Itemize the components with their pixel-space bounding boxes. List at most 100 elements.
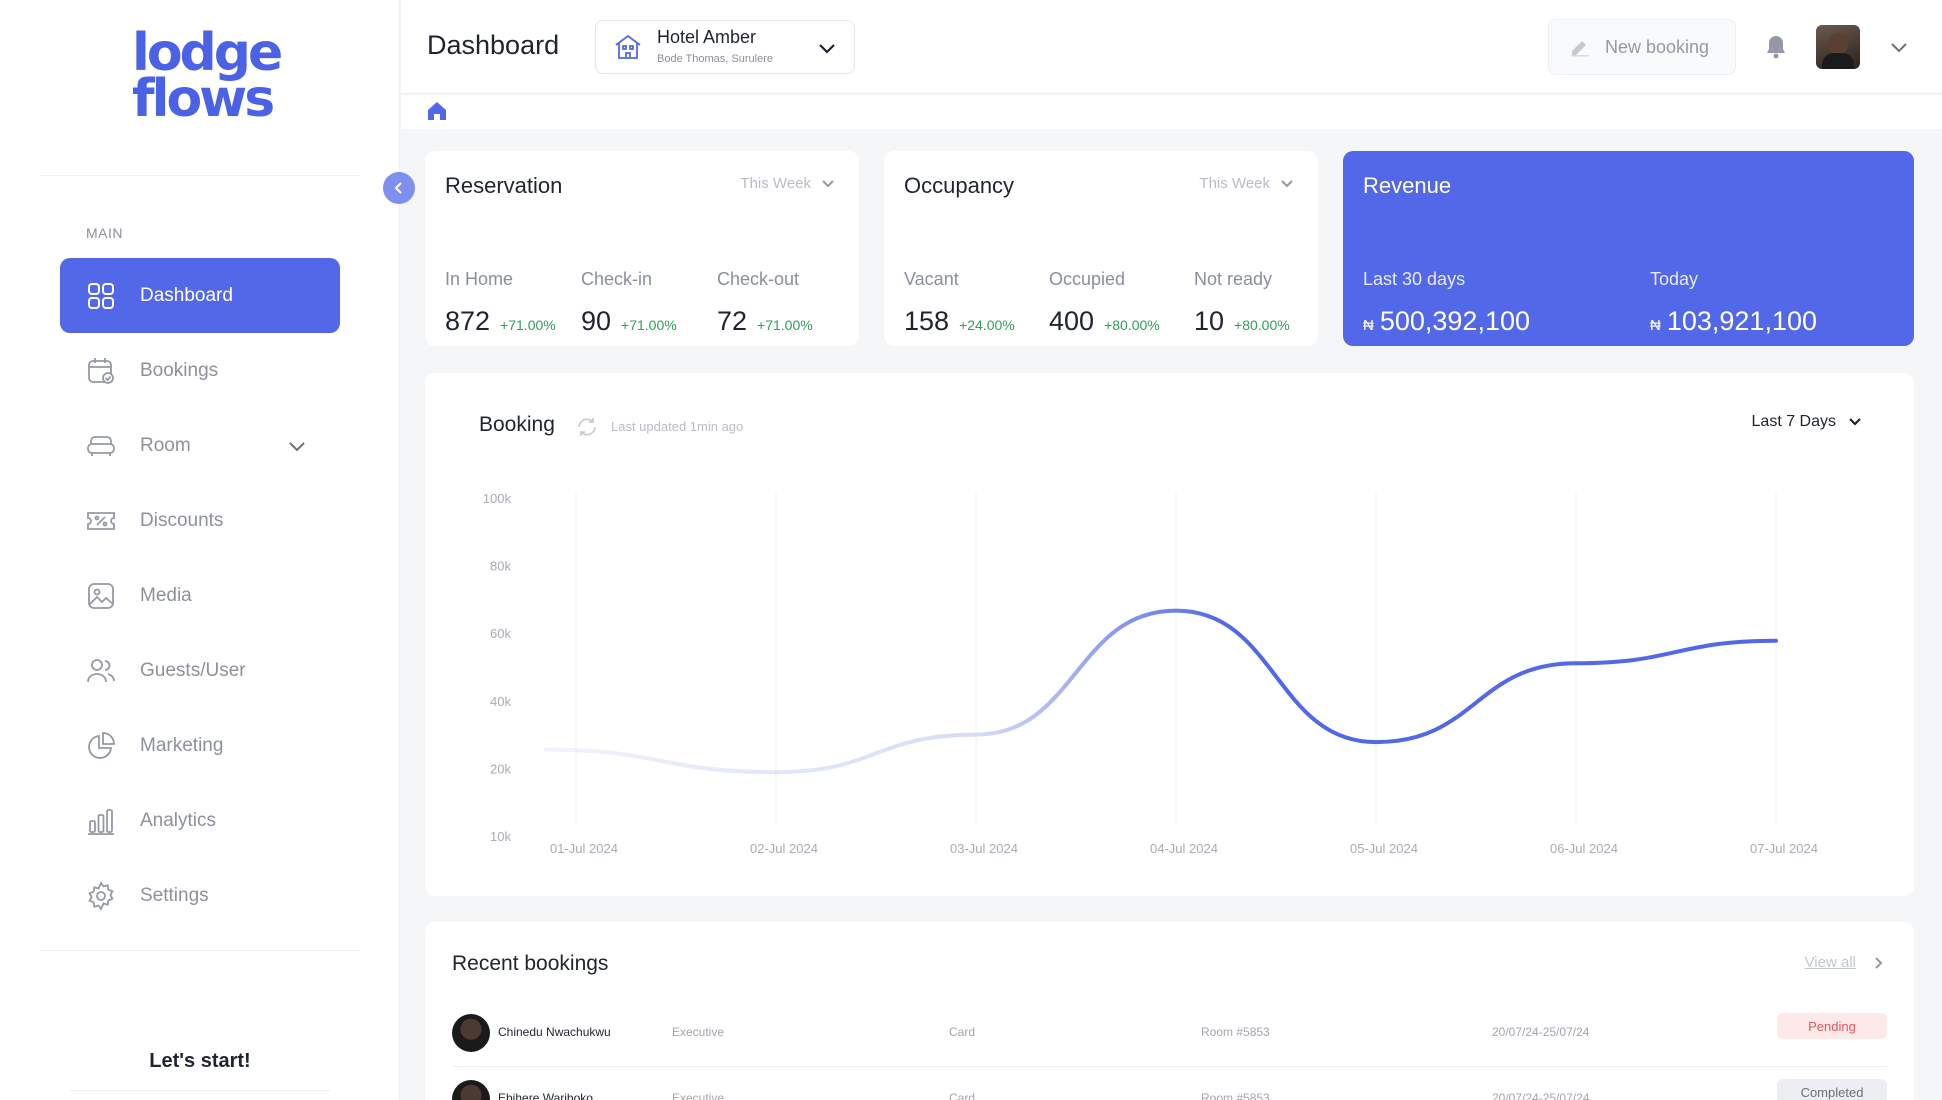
last-updated-text: Last updated 1min ago (611, 419, 744, 434)
sidebar-item-dashboard[interactable]: Dashboard (60, 258, 340, 333)
sidebar-item-bookings[interactable]: Bookings (60, 333, 340, 408)
sidebar-divider (40, 175, 360, 176)
revenue-card: Revenue Last 30 days ₦ 500,392,100 Today … (1343, 151, 1914, 346)
stat-last-30-days: Last 30 days ₦ 500,392,100 (1363, 269, 1530, 337)
sidebar-item-guests[interactable]: Guests/User (60, 633, 340, 708)
stay-dates: 20/07/24-25/07/24 (1492, 1025, 1590, 1039)
chevron-left-icon (392, 181, 406, 195)
breadcrumb (401, 95, 1942, 129)
sidebar-item-marketing[interactable]: Marketing (60, 708, 340, 783)
guest-name: Ebihere Wariboko (498, 1091, 593, 1100)
sidebar: lodge flows MAIN Dashboard Bookings Room… (0, 0, 400, 1100)
chevron-right-icon[interactable] (1874, 956, 1884, 975)
room-number: Room #5853 (1201, 1025, 1270, 1039)
stat-label: Check-in (581, 269, 653, 289)
occupancy-period-select[interactable]: This Week (1199, 175, 1294, 192)
pie-chart-icon (86, 731, 116, 761)
x-tick-label: 02-Jul 2024 (750, 841, 818, 856)
y-tick-label: 100k (483, 491, 512, 506)
x-tick-label: 04-Jul 2024 (1150, 841, 1218, 856)
stat-change: +80.00% (1234, 317, 1290, 333)
booking-line-chart: 01-Jul 2024 02-Jul 2024 03-Jul 2024 04-Jul … (483, 491, 1818, 856)
sidebar-item-label: Dashboard (140, 284, 233, 306)
status-badge: Pending (1777, 1013, 1887, 1039)
stay-dates: 20/07/24-25/07/24 (1492, 1091, 1590, 1100)
reservation-period-select[interactable]: This Week (740, 175, 835, 192)
y-tick-label: 60k (490, 626, 511, 641)
x-tick-label: 01-Jul 2024 (550, 841, 618, 856)
refresh-icon[interactable] (575, 415, 599, 444)
sidebar-item-analytics[interactable]: Analytics (60, 783, 340, 858)
sidebar-item-settings[interactable]: Settings (60, 858, 340, 933)
stat-value: 10 (1194, 306, 1225, 336)
stat-vacant: Vacant 158 +24.00% (904, 269, 1015, 337)
recent-bookings-title: Recent bookings (452, 952, 609, 975)
chevron-down-icon (821, 179, 835, 189)
bell-icon[interactable] (1764, 34, 1788, 65)
stat-label: Vacant (904, 269, 959, 289)
range-select[interactable]: Last 7 Days (1752, 413, 1862, 431)
sidebar-item-discounts[interactable]: Discounts (60, 483, 340, 558)
stat-change: +24.00% (959, 317, 1015, 333)
currency-symbol: ₦ (1650, 317, 1661, 334)
stat-change: +80.00% (1104, 317, 1160, 333)
view-all-link[interactable]: View all (1804, 954, 1856, 971)
sidebar-divider (40, 950, 360, 951)
stat-value: 400 (1049, 306, 1095, 336)
hotel-icon (614, 33, 642, 66)
sidebar-item-label: Discounts (140, 509, 224, 531)
users-icon (86, 656, 116, 686)
reservation-title: Reservation (445, 173, 563, 198)
stat-not-ready: Not ready 10 +80.00% (1194, 269, 1290, 337)
brand-logo-line2: flows (132, 69, 275, 129)
chevron-down-icon (1280, 179, 1294, 189)
stat-value: 90 (581, 306, 612, 336)
sofa-icon (86, 431, 116, 461)
bar-chart-icon (86, 806, 116, 836)
table-row[interactable]: Chinedu Nwachukwu Executive Card Room #5… (452, 1004, 1887, 1070)
occupancy-card: Occupancy This Week Vacant 158 +24.00% Oc… (884, 151, 1318, 346)
range-label: Last 7 Days (1751, 413, 1836, 430)
brand-logo[interactable]: lodge flows (132, 27, 283, 129)
stat-label: In Home (445, 269, 514, 289)
stat-change: +71.00% (500, 317, 556, 333)
guest-avatar (452, 1014, 490, 1052)
sidebar-item-label: Analytics (140, 809, 217, 831)
room-type: Executive (672, 1025, 725, 1039)
stat-value: 72 (717, 306, 748, 336)
chevron-down-icon (818, 41, 836, 59)
chevron-down-icon[interactable] (288, 436, 306, 458)
sidebar-item-label: Guests/User (140, 659, 246, 681)
reservation-card: Reservation This Week In Home 872 +71.00%… (425, 151, 859, 346)
ticket-percent-icon (86, 506, 116, 536)
stat-label: Occupied (1049, 269, 1126, 289)
calendar-check-icon (86, 356, 116, 386)
occupancy-title: Occupancy (904, 173, 1015, 198)
home-icon[interactable] (426, 100, 448, 127)
table-row[interactable]: Ebihere Wariboko Executive Card Room #58… (452, 1070, 1887, 1100)
stat-value: 158 (904, 306, 950, 336)
period-label: This Week (1199, 175, 1270, 192)
stat-label: Today (1650, 269, 1699, 289)
guest-name: Chinedu Nwachukwu (498, 1025, 611, 1039)
sidebar-item-label: Settings (140, 884, 209, 906)
sidebar-item-room[interactable]: Room (60, 408, 340, 483)
y-tick-label: 10k (490, 829, 511, 844)
stat-check-in: Check-in 90 +71.00% (581, 269, 677, 337)
stat-value: 103,921,100 (1666, 306, 1817, 336)
hotel-selector[interactable]: Hotel Amber Bode Thomas, Surulere (595, 20, 855, 74)
chevron-down-icon[interactable] (1890, 40, 1908, 58)
guest-avatar (452, 1080, 490, 1100)
payment-method: Card (949, 1025, 976, 1039)
sidebar-cta-divider (70, 1090, 330, 1100)
sidebar-item-label: Room (140, 434, 191, 456)
currency-symbol: ₦ (1363, 317, 1374, 334)
user-avatar[interactable] (1816, 25, 1860, 69)
chart-title: Booking (479, 413, 555, 436)
series-line (544, 608, 1778, 775)
sidebar-item-media[interactable]: Media (60, 558, 340, 633)
stat-label: Check-out (717, 269, 800, 289)
new-booking-button[interactable]: New booking (1548, 19, 1736, 75)
collapse-sidebar-button[interactable] (383, 172, 415, 204)
page-title: Dashboard (427, 30, 560, 60)
